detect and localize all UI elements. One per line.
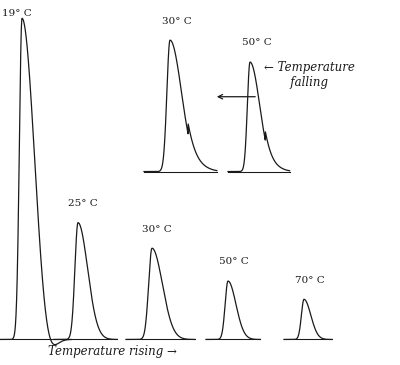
Text: 70° C: 70° C <box>295 276 325 285</box>
Text: 50° C: 50° C <box>242 38 272 47</box>
Text: 50° C: 50° C <box>219 257 249 266</box>
Text: ← Temperature
       falling: ← Temperature falling <box>264 61 355 89</box>
Text: 30° C: 30° C <box>142 224 172 234</box>
Text: 30° C: 30° C <box>162 16 192 26</box>
Text: 19° C: 19° C <box>2 9 32 18</box>
Text: 25° C: 25° C <box>68 199 98 208</box>
Text: Temperature rising →: Temperature rising → <box>48 345 176 358</box>
